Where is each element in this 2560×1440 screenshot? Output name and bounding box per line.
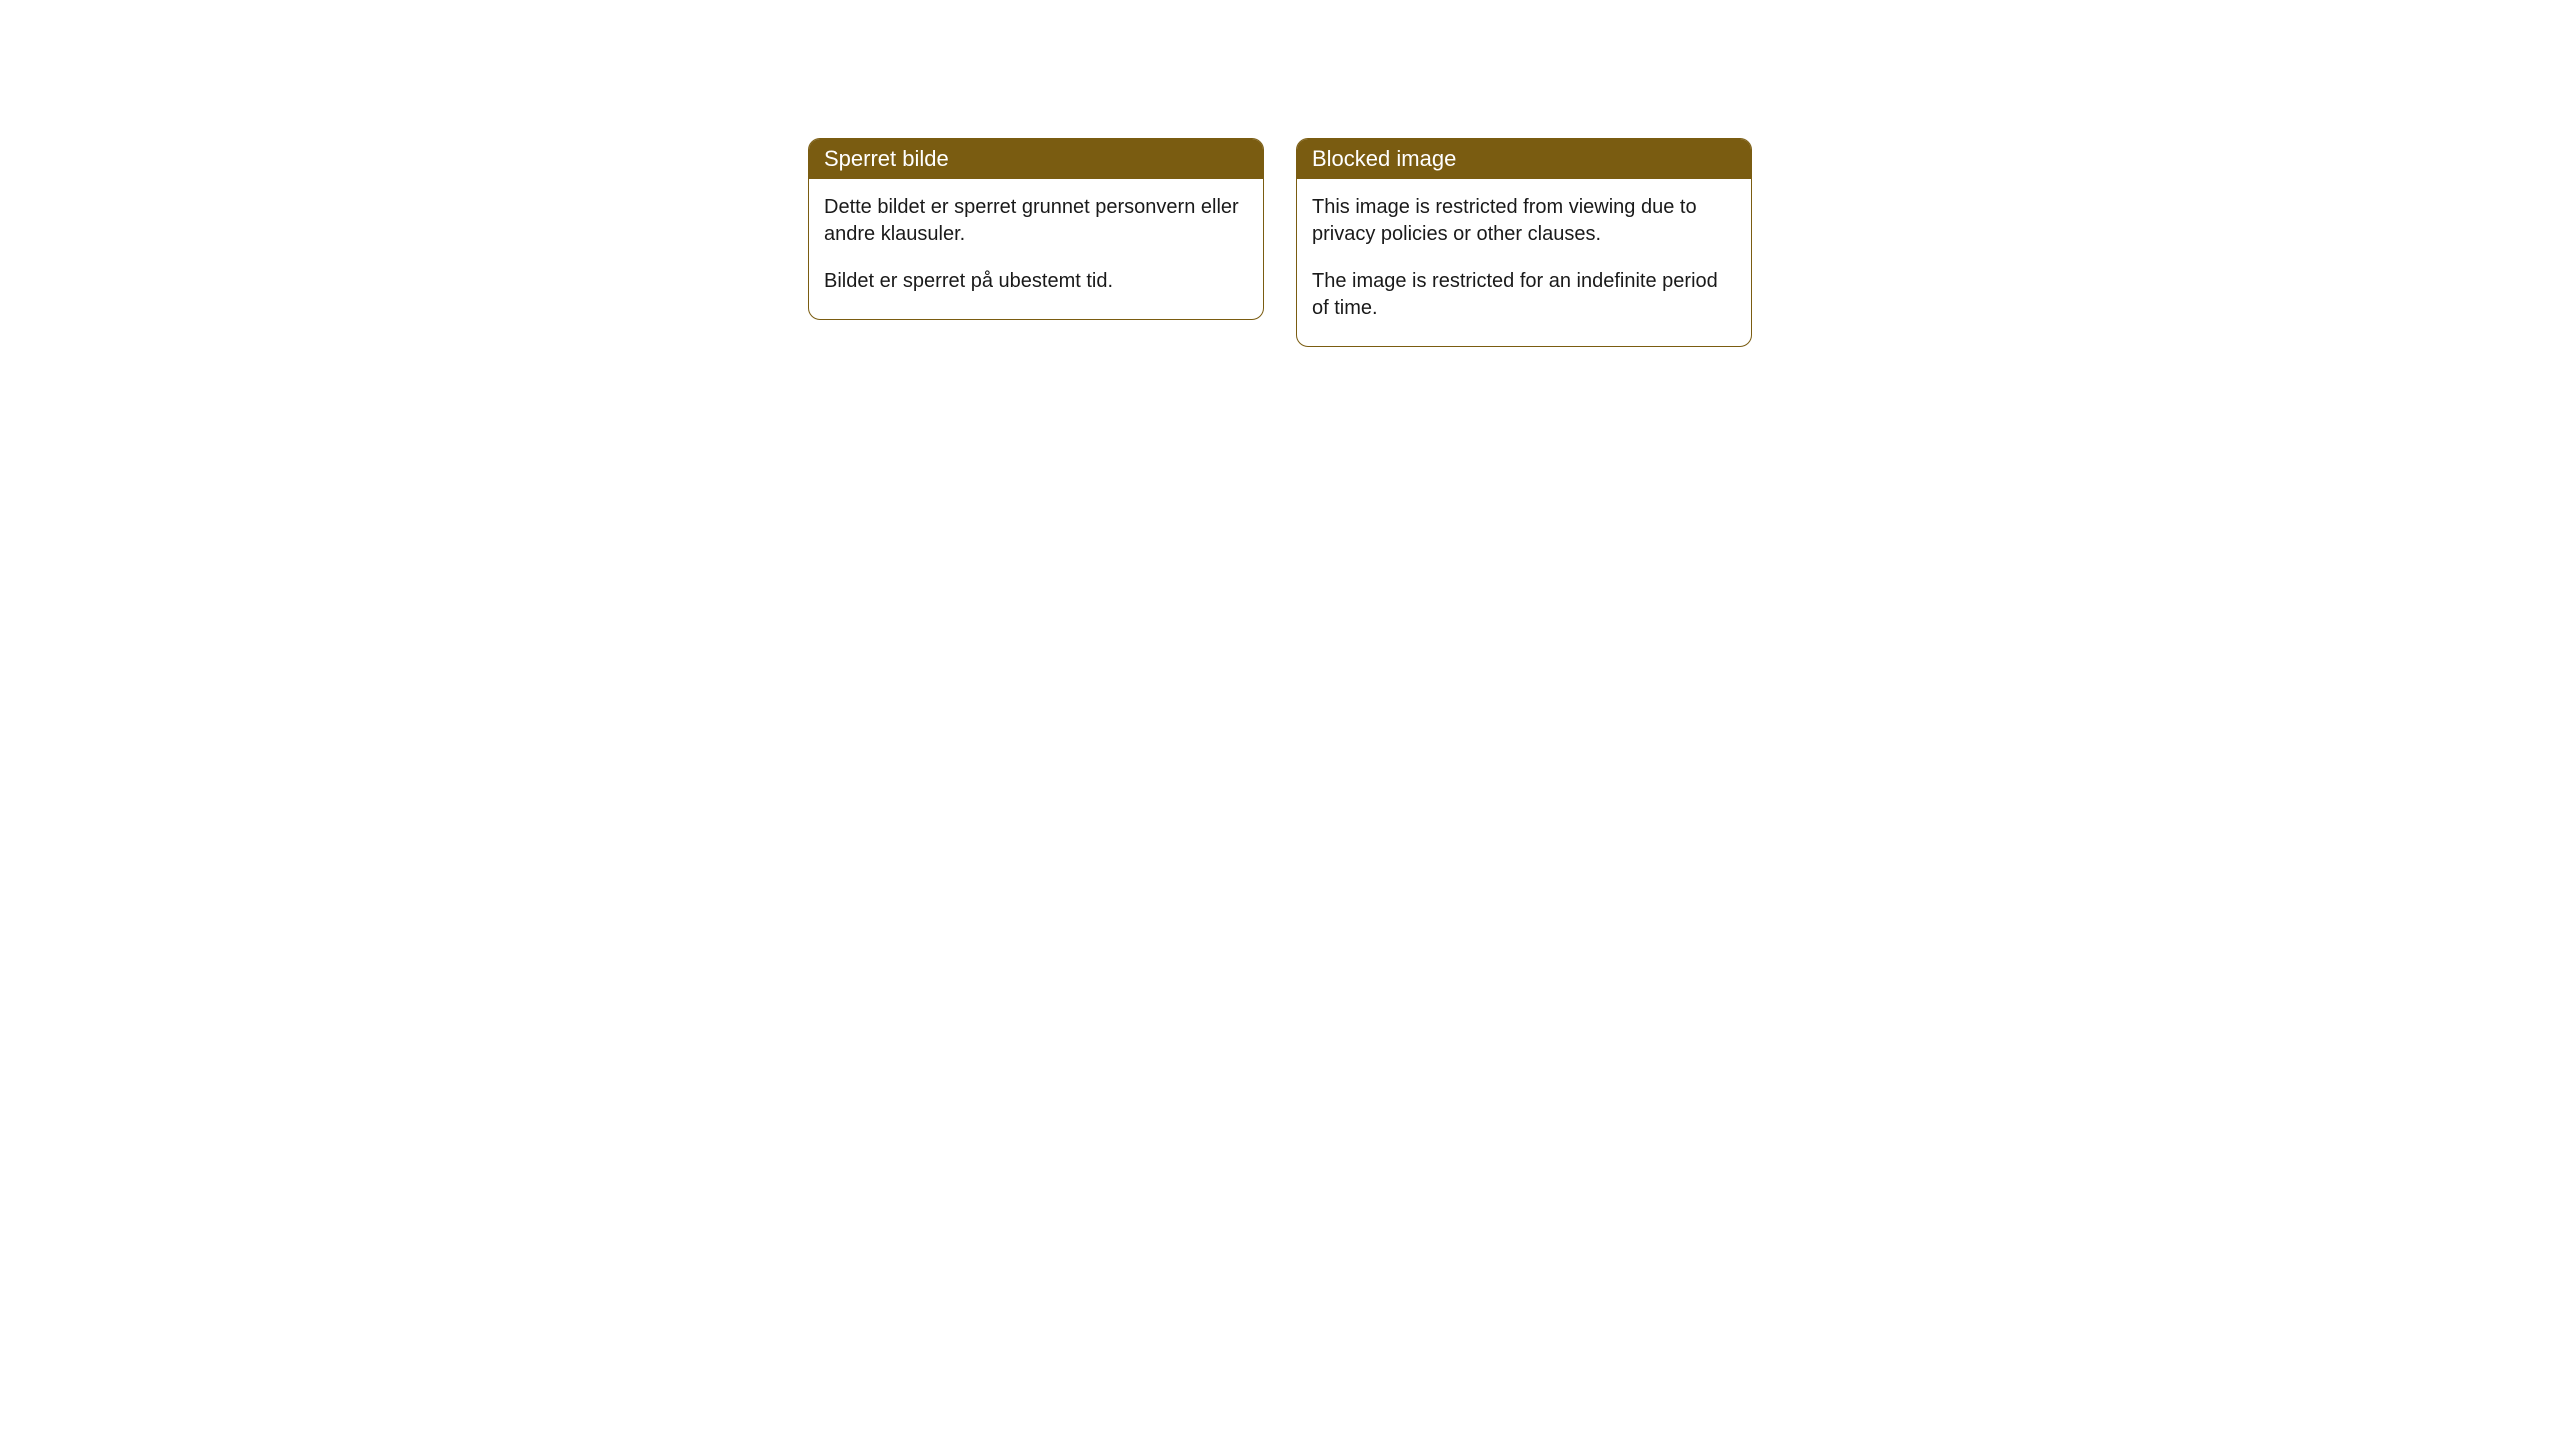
notice-card-norwegian: Sperret bilde Dette bildet er sperret gr… bbox=[808, 138, 1264, 320]
notice-body: This image is restricted from viewing du… bbox=[1297, 179, 1751, 346]
notice-header: Blocked image bbox=[1297, 139, 1751, 179]
notice-paragraph: The image is restricted for an indefinit… bbox=[1312, 268, 1736, 322]
notice-title: Blocked image bbox=[1312, 146, 1456, 171]
notice-body: Dette bildet er sperret grunnet personve… bbox=[809, 179, 1263, 319]
notice-header: Sperret bilde bbox=[809, 139, 1263, 179]
notice-paragraph: This image is restricted from viewing du… bbox=[1312, 194, 1736, 248]
notice-paragraph: Dette bildet er sperret grunnet personve… bbox=[824, 194, 1248, 248]
notice-paragraph: Bildet er sperret på ubestemt tid. bbox=[824, 268, 1248, 295]
notice-title: Sperret bilde bbox=[824, 146, 949, 171]
notice-card-english: Blocked image This image is restricted f… bbox=[1296, 138, 1752, 347]
